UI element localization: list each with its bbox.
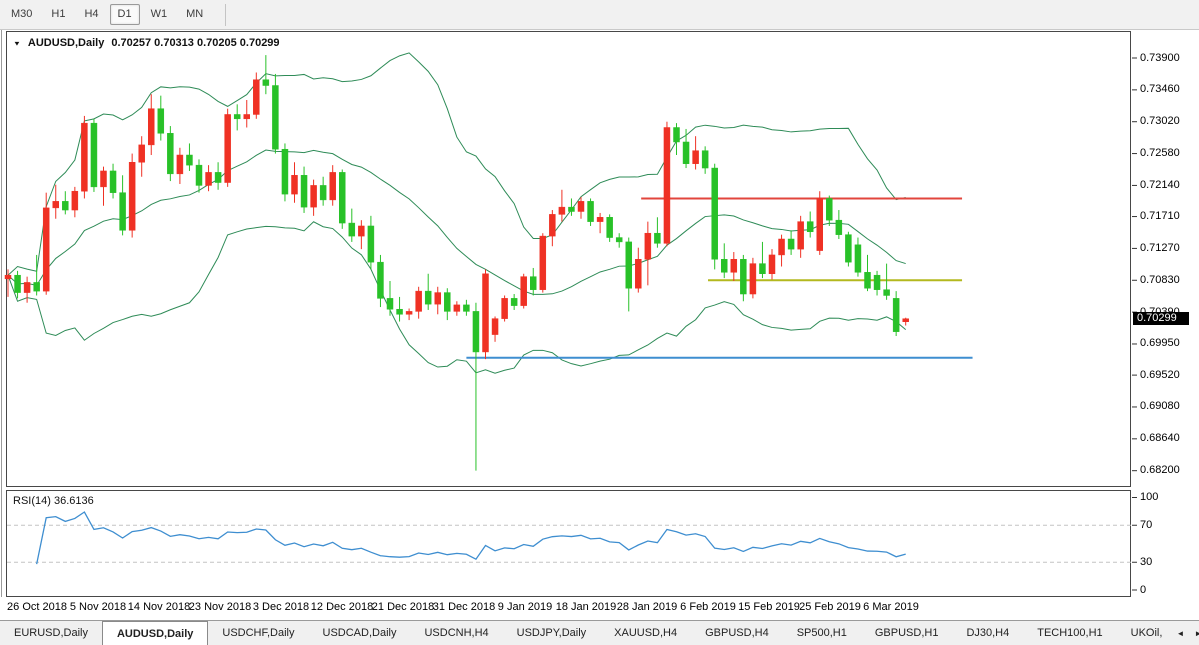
chart-tabbar: EURUSD,Daily AUDUSD,Daily USDCHF,Daily USDC… (0, 620, 1199, 645)
date-axis-label: 28 Jan 2019 (616, 601, 678, 613)
window-left-edge (1, 30, 2, 619)
price-axis-label: 0.72580 (1140, 147, 1180, 160)
rsi-axis-label: 100 (1140, 491, 1159, 503)
price-axis-label: 0.69080 (1140, 400, 1180, 413)
chart-tab-usdchf-daily[interactable]: USDCHF,Daily (222, 627, 295, 639)
price-axis-label: 0.68640 (1140, 432, 1180, 445)
tab-scroll-left-icon[interactable]: ◄ (1176, 628, 1185, 638)
current-price-label: 0.70299 (1133, 312, 1189, 326)
timeframe-button-h1[interactable]: H1 (51, 8, 66, 20)
date-axis-label: 26 Oct 2018 (7, 601, 67, 613)
chart-tab-eurusd-daily[interactable]: EURUSD,Daily (14, 627, 88, 639)
toolbar-separator (225, 3, 227, 26)
price-chart-pane[interactable] (6, 31, 1131, 487)
chart-tab-usdjpy-daily[interactable]: USDJPY,Daily (516, 627, 587, 639)
chart-tab-ukoil[interactable]: UKOil, (1130, 627, 1163, 639)
tab-scroll-right-icon[interactable]: ► (1194, 628, 1199, 638)
price-axis-label: 0.71710 (1140, 210, 1180, 223)
price-axis-label: 0.73020 (1140, 115, 1180, 128)
symbol-dropdown-icon[interactable]: ▼ (13, 39, 21, 47)
timeframe-button-mn[interactable]: MN (186, 8, 204, 20)
chart-tab-tech100-h1[interactable]: TECH100,H1 (1037, 627, 1103, 639)
date-axis-label: 31 Dec 2018 (432, 601, 496, 613)
price-axis-label: 0.70830 (1140, 273, 1180, 286)
price-axis-label: 0.68200 (1140, 464, 1180, 477)
date-axis-label: 12 Dec 2018 (310, 601, 374, 613)
price-axis-label: 0.72140 (1140, 178, 1180, 191)
date-axis-label: 23 Nov 2018 (188, 601, 252, 613)
rsi-indicator-pane[interactable] (6, 490, 1131, 597)
chart-tab-audusd-daily[interactable]: AUDUSD,Daily (101, 621, 209, 645)
date-axis-label: 6 Feb 2019 (680, 601, 736, 613)
date-axis-label: 25 Feb 2019 (799, 601, 861, 613)
date-axis-label: 3 Dec 2018 (252, 601, 310, 613)
price-axis-label: 0.70390 (1140, 306, 1180, 318)
timeframe-button-d1[interactable]: D1 (109, 4, 140, 25)
date-axis (0, 597, 1199, 619)
symbol-label: AUDUSD,Daily (27, 37, 105, 49)
date-axis-label: 21 Dec 2018 (371, 601, 435, 613)
rsi-axis-label: 30 (1140, 555, 1153, 568)
rsi-axis-label: 70 (1140, 518, 1153, 531)
price-axis-label: 0.69950 (1140, 337, 1180, 350)
rsi-axis-label: 0 (1140, 583, 1147, 596)
rsi-value-label: RSI(14) 36.6136 (13, 495, 94, 507)
chart-tab-gbpusd-h1[interactable]: GBPUSD,H1 (874, 627, 939, 639)
date-axis-label: 14 Nov 2018 (127, 601, 191, 613)
chart-tab-usdcad-daily[interactable]: USDCAD,Daily (322, 627, 397, 639)
chart-tab-dj30-h4[interactable]: DJ30,H4 (966, 627, 1010, 639)
date-axis-label: 18 Jan 2019 (555, 601, 617, 613)
price-axis-label: 0.71270 (1140, 241, 1180, 254)
chart-tab-usdcnh-h4[interactable]: USDCNH,H4 (424, 627, 489, 639)
price-axis-label: 0.69520 (1140, 368, 1180, 381)
timeframe-button-m30[interactable]: M30 (11, 8, 33, 20)
chart-symbol-header: ▼ AUDUSD,Daily 0.70257 0.70313 0.70205 0… (13, 37, 280, 49)
date-axis-label: 9 Jan 2019 (497, 601, 553, 613)
timeframe-button-w1[interactable]: W1 (150, 8, 168, 20)
price-axis-label: 0.73460 (1140, 83, 1180, 96)
timeframe-toolbar: M30 H1 H4 D1 W1 MN (0, 0, 1199, 30)
ohlc-readout: 0.70257 0.70313 0.70205 0.70299 (111, 37, 280, 49)
tab-scroll-controls: ◄ ► (1176, 621, 1199, 645)
chart-tab-xauusd-h4[interactable]: XAUUSD,H4 (614, 627, 678, 639)
chart-tab-sp500-h1[interactable]: SP500,H1 (796, 627, 847, 639)
price-axis-label: 0.73900 (1140, 51, 1180, 64)
date-axis-label: 6 Mar 2019 (863, 601, 919, 613)
date-axis-label: 15 Feb 2019 (738, 601, 800, 613)
date-axis-label: 5 Nov 2018 (69, 601, 127, 613)
timeframe-button-h4[interactable]: H4 (84, 8, 99, 20)
chart-tab-gbpusd-h4[interactable]: GBPUSD,H4 (705, 627, 769, 639)
